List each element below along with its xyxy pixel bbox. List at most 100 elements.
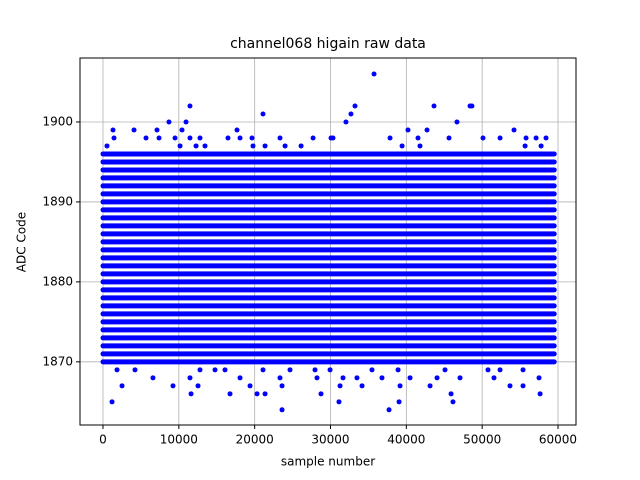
point [212, 367, 218, 373]
point [318, 391, 324, 397]
point [132, 367, 138, 373]
point [314, 375, 320, 381]
point [379, 375, 385, 381]
point [454, 119, 460, 125]
point [104, 143, 110, 149]
point [114, 367, 120, 373]
point [511, 127, 517, 133]
point [336, 399, 342, 405]
point [170, 383, 176, 389]
point [262, 391, 268, 397]
point [396, 399, 402, 405]
point [287, 367, 293, 373]
point [312, 367, 318, 373]
point [143, 135, 149, 141]
x-tick-label: 20000 [236, 433, 274, 447]
point [395, 367, 401, 373]
point [327, 367, 333, 373]
point [417, 143, 423, 149]
point [202, 143, 208, 149]
x-tick-label: 10000 [160, 433, 198, 447]
x-tick-label: 60000 [539, 433, 577, 447]
y-tick-label: 1880 [42, 274, 73, 288]
point [369, 367, 375, 373]
point [179, 127, 185, 133]
point [222, 367, 228, 373]
point [110, 127, 116, 133]
point [197, 367, 203, 373]
point [119, 383, 125, 389]
point [166, 119, 172, 125]
point [387, 135, 393, 141]
point [497, 135, 503, 141]
x-tick-label: 40000 [387, 433, 425, 447]
point [397, 383, 403, 389]
point [399, 143, 405, 149]
point [172, 135, 178, 141]
point [237, 135, 243, 141]
point [348, 111, 354, 117]
point [282, 143, 288, 149]
point [442, 367, 448, 373]
point [343, 119, 349, 125]
chart-title: channel068 higain raw data [230, 36, 426, 52]
point [352, 103, 358, 109]
point [405, 127, 411, 133]
point [520, 367, 526, 373]
point [227, 391, 233, 397]
point [448, 391, 454, 397]
x-tick-label: 50000 [463, 433, 501, 447]
point [177, 143, 183, 149]
point [434, 375, 440, 381]
point [330, 135, 336, 141]
point [485, 367, 491, 373]
point [111, 135, 117, 141]
x-tick-label: 30000 [311, 433, 349, 447]
point [522, 143, 528, 149]
point [277, 135, 283, 141]
point [260, 367, 266, 373]
point [520, 383, 526, 389]
point [254, 391, 260, 397]
point [279, 383, 285, 389]
point [415, 135, 421, 141]
y-axis-label: ADC Code [15, 212, 29, 272]
point [109, 399, 115, 405]
point [507, 383, 513, 389]
point [249, 135, 255, 141]
point [260, 111, 266, 117]
point [234, 127, 240, 133]
point [310, 135, 316, 141]
point [183, 119, 189, 125]
point [446, 135, 452, 141]
y-tick-label: 1890 [42, 194, 73, 208]
point [371, 71, 377, 77]
point [156, 135, 162, 141]
point [187, 375, 193, 381]
point [457, 375, 463, 381]
point [538, 143, 544, 149]
point [298, 143, 304, 149]
point [237, 375, 243, 381]
plot-frame [79, 57, 577, 426]
point [197, 135, 203, 141]
point [386, 407, 392, 413]
point [279, 407, 285, 413]
point [187, 135, 193, 141]
point [533, 135, 539, 141]
point [354, 375, 360, 381]
point [497, 367, 503, 373]
point [193, 143, 199, 149]
point [277, 375, 283, 381]
point [536, 375, 542, 381]
point [427, 383, 433, 389]
point [340, 375, 346, 381]
point [491, 375, 497, 381]
y-tick-label: 1870 [42, 354, 73, 368]
point [150, 375, 156, 381]
point [407, 375, 413, 381]
x-axis-label: sample number [281, 455, 375, 469]
point [195, 383, 201, 389]
point [187, 103, 193, 109]
point [450, 399, 456, 405]
